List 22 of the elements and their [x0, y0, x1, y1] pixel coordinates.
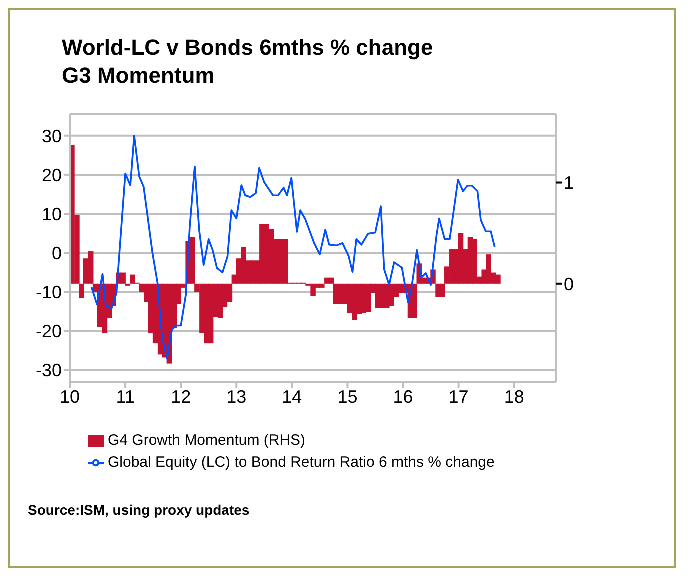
y-tick-label: 0: [52, 243, 62, 264]
x-tick-label: 14: [282, 386, 302, 407]
y2-tick-label: 0: [564, 274, 574, 294]
y-tick-label: 10: [42, 204, 62, 224]
chart-title: World-LC v Bonds 6mths % change G3 Momentum: [62, 34, 434, 90]
x-tick-label: 16: [393, 386, 414, 407]
legend-label: G4 Growth Momentum (RHS): [108, 432, 306, 449]
x-tick-label: 11: [116, 386, 135, 407]
x-tick-label: 18: [504, 386, 524, 407]
x-tick-label: 17: [448, 386, 469, 407]
y2-tick-label: 1: [564, 173, 574, 194]
x-tick-label: 10: [60, 386, 80, 407]
y-tick-label: 20: [42, 165, 62, 186]
y-tick-label: -10: [36, 282, 62, 303]
source-note: Source:ISM, using proxy updates: [28, 502, 251, 518]
x-tick-label: 13: [226, 386, 247, 407]
y-tick-label: -20: [36, 322, 62, 342]
y-tick-label: 30: [42, 126, 62, 146]
x-tick-label: 12: [171, 386, 192, 407]
y-tick-label: -30: [36, 360, 62, 381]
legend-label: Global Equity (LC) to Bond Return Ratio 6 mths % change: [108, 454, 495, 471]
x-tick-label: 15: [338, 386, 358, 407]
